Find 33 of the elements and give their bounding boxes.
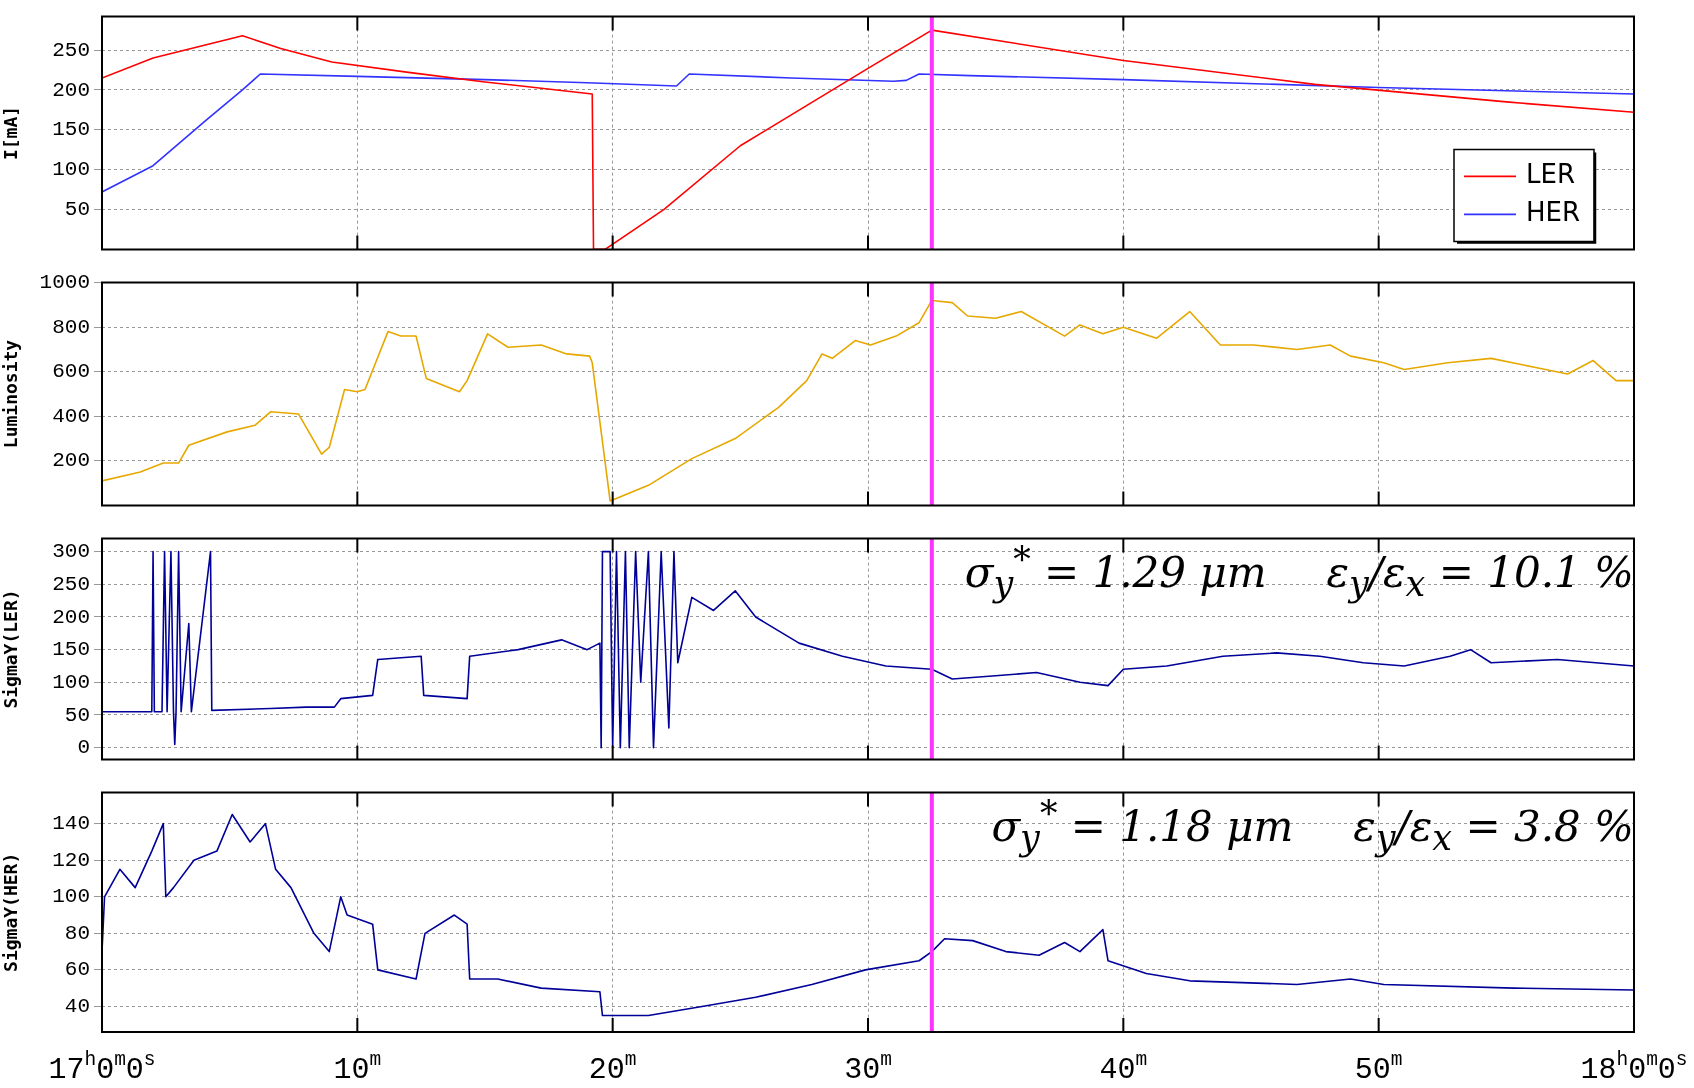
y-tick-label: 0 bbox=[77, 736, 90, 760]
annotation: σ$_{y}$$^{*}$ = 1.18 μm bbox=[991, 794, 1294, 859]
legend-label: LER bbox=[1526, 159, 1575, 190]
y-axis-title: SigmaY(LER) bbox=[0, 589, 22, 709]
y-tick-label: 1000 bbox=[39, 271, 90, 295]
y-tick-label: 100 bbox=[52, 670, 90, 694]
y-tick-label: 250 bbox=[52, 38, 90, 62]
y-tick-label: 250 bbox=[52, 572, 90, 596]
annotation: σ$_{y}$$^{*}$ = 1.29 μm bbox=[964, 540, 1267, 605]
y-tick-label: 50 bbox=[64, 198, 90, 222]
y-tick-label: 150 bbox=[52, 638, 90, 662]
legend-label: HER bbox=[1526, 197, 1581, 228]
annotation: ε$_{y}$/ε$_{x}$ = 3.8 % bbox=[1353, 802, 1634, 859]
y-tick-label: 60 bbox=[64, 958, 90, 982]
y-tick-label: 200 bbox=[52, 78, 90, 102]
y-tick-label: 80 bbox=[64, 921, 90, 945]
y-tick-label: 200 bbox=[52, 605, 90, 629]
y-tick-label: 400 bbox=[52, 404, 90, 428]
y-tick-label: 600 bbox=[52, 360, 90, 384]
y-tick-label: 100 bbox=[52, 885, 90, 909]
y-tick-label: 50 bbox=[64, 703, 90, 727]
y-tick-label: 300 bbox=[52, 540, 90, 564]
y-tick-label: 120 bbox=[52, 848, 90, 872]
y-tick-label: 800 bbox=[52, 315, 90, 339]
y-axis-title: SigmaY(HER) bbox=[0, 852, 22, 972]
y-axis-title: I[mA] bbox=[0, 105, 22, 161]
y-tick-label: 150 bbox=[52, 118, 90, 142]
y-tick-label: 40 bbox=[64, 994, 90, 1018]
y-tick-label: 100 bbox=[52, 158, 90, 182]
y-axis-title: Luminosity bbox=[0, 339, 22, 449]
y-tick-label: 140 bbox=[52, 812, 90, 836]
y-tick-label: 200 bbox=[52, 449, 90, 473]
annotation: ε$_{y}$/ε$_{x}$ = 10.1 % bbox=[1326, 548, 1634, 605]
